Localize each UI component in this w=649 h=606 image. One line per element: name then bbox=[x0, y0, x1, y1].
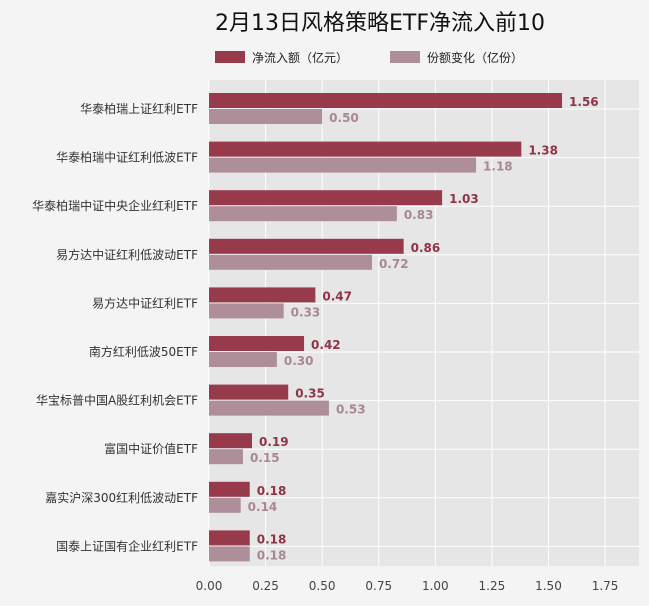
bar-share-change bbox=[209, 352, 277, 367]
value-label-share-change: 0.14 bbox=[248, 500, 278, 514]
bar-inflow bbox=[209, 530, 250, 546]
value-label-share-change: 0.50 bbox=[329, 111, 359, 125]
bar-share-change bbox=[209, 254, 372, 270]
value-label-inflow: 0.35 bbox=[295, 387, 325, 401]
value-label-share-change: 0.83 bbox=[404, 208, 434, 222]
bar-inflow bbox=[209, 336, 305, 351]
bar-inflow bbox=[209, 141, 522, 157]
category-label: 易方达中证红利低波动ETF bbox=[56, 247, 198, 262]
bar-inflow bbox=[209, 93, 563, 108]
bars bbox=[209, 93, 563, 562]
value-label-inflow: 0.19 bbox=[259, 435, 289, 449]
value-label-share-change: 0.53 bbox=[336, 403, 366, 417]
x-tick-labels: 0.00 0.25 0.50 0.75 1.00 1.25 1.50 1.75 bbox=[196, 579, 619, 593]
legend-swatch-inflow bbox=[215, 51, 245, 63]
value-label-inflow: 0.42 bbox=[311, 338, 341, 352]
category-label: 华泰柏瑞中证中央企业红利ETF bbox=[32, 198, 198, 213]
bar-share-change bbox=[209, 400, 329, 416]
chart-title: 2月13日风格策略ETF净流入前10 bbox=[215, 11, 545, 36]
bar-inflow bbox=[209, 238, 404, 254]
value-label-share-change: 0.18 bbox=[257, 548, 287, 562]
category-label: 嘉实沪深300红利低波动ETF bbox=[45, 490, 198, 505]
value-label-share-change: 0.15 bbox=[250, 451, 280, 465]
category-label: 易方达中证红利ETF bbox=[92, 295, 198, 310]
value-label-inflow: 0.47 bbox=[322, 289, 352, 303]
bar-share-change bbox=[209, 206, 397, 222]
x-tick-label: 0.50 bbox=[309, 579, 336, 593]
category-labels: 华泰柏瑞上证红利ETF 华泰柏瑞中证红利低波ETF 华泰柏瑞中证中央企业红利ETF 易… bbox=[32, 101, 198, 553]
bar-share-change bbox=[209, 546, 250, 562]
legend-swatch-share-change bbox=[390, 51, 420, 63]
category-label: 华泰柏瑞中证红利低波ETF bbox=[56, 150, 198, 165]
category-label: 国泰上证国有企业红利ETF bbox=[56, 538, 198, 553]
bar-share-change bbox=[209, 449, 243, 465]
x-tick-label: 0.00 bbox=[196, 579, 223, 593]
bar-inflow bbox=[209, 190, 443, 206]
category-label: 华泰柏瑞上证红利ETF bbox=[80, 101, 198, 116]
value-label-inflow: 1.03 bbox=[449, 192, 479, 206]
value-label-inflow: 0.18 bbox=[257, 532, 287, 546]
value-labels: 1.56 0.50 1.38 1.18 1.03 0.83 0.860.72 0.470.33… bbox=[248, 95, 599, 562]
value-label-inflow: 1.38 bbox=[528, 144, 558, 158]
x-tick-label: 1.00 bbox=[422, 579, 449, 593]
legend: 净流入额（亿元） 份额变化（亿份） bbox=[215, 50, 523, 65]
bar-share-change bbox=[209, 157, 477, 173]
x-tick-label: 1.75 bbox=[592, 579, 619, 593]
x-tick-label: 1.25 bbox=[479, 579, 506, 593]
bar-share-change bbox=[209, 303, 284, 319]
bar-share-change bbox=[209, 109, 323, 124]
value-label-inflow: 0.18 bbox=[257, 484, 287, 498]
category-label: 南方红利低波50ETF bbox=[89, 344, 198, 359]
legend-label-inflow: 净流入额（亿元） bbox=[252, 50, 348, 65]
x-tick-label: 0.25 bbox=[252, 579, 279, 593]
category-label: 富国中证价值ETF bbox=[104, 441, 198, 456]
x-tick-label: 1.50 bbox=[535, 579, 562, 593]
bar-inflow bbox=[209, 287, 316, 303]
value-label-share-change: 0.30 bbox=[284, 354, 314, 368]
value-label-share-change: 0.33 bbox=[291, 305, 321, 319]
bar-inflow bbox=[209, 384, 289, 400]
x-tick-label: 0.75 bbox=[365, 579, 392, 593]
value-label-inflow: 1.56 bbox=[569, 95, 599, 109]
value-label-share-change: 1.18 bbox=[483, 160, 513, 174]
legend-label-share-change: 份额变化（亿份） bbox=[427, 50, 523, 65]
bar-share-change bbox=[209, 497, 241, 513]
value-label-inflow: 0.86 bbox=[411, 241, 441, 255]
category-label: 华宝标普中国A股红利机会ETF bbox=[36, 393, 198, 408]
value-label-share-change: 0.72 bbox=[379, 257, 409, 271]
bar-inflow bbox=[209, 433, 252, 449]
bar-inflow bbox=[209, 481, 250, 497]
